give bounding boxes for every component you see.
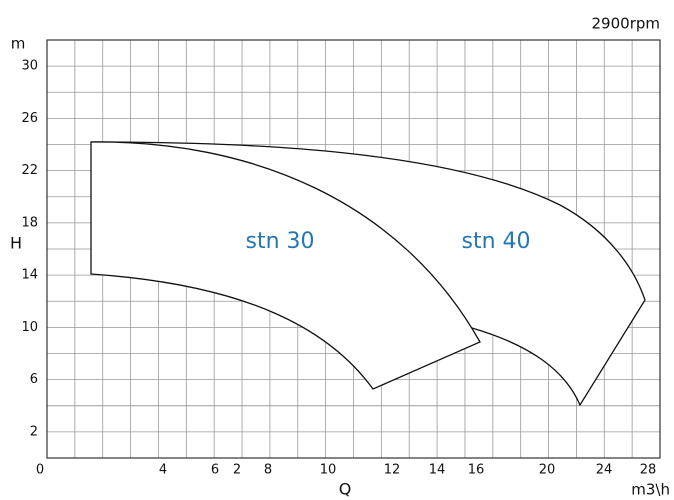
x-tick-label: 20: [539, 463, 556, 478]
y-tick-label: 2: [30, 424, 38, 439]
series-label: stn 30: [245, 229, 314, 254]
y-unit: m: [11, 35, 26, 53]
y-axis-label: H: [10, 234, 22, 253]
x-tick-label: 28: [640, 463, 657, 478]
x-tick-label: 4: [159, 463, 167, 478]
speed-label: 2900rpm: [592, 15, 660, 33]
x-tick-label: 10: [320, 463, 337, 478]
x-unit: m3\h: [631, 481, 670, 499]
y-tick-label: 10: [21, 320, 38, 335]
x-tick-label: 16: [468, 463, 485, 478]
y-tick-label: 26: [21, 111, 38, 126]
y-tick-label: 14: [21, 268, 38, 283]
y-tick-label: 18: [21, 215, 38, 230]
x-tick-label: 6: [211, 463, 219, 478]
y-tick-label: 22: [21, 163, 38, 178]
plot-frame: [46, 39, 661, 459]
x-tick-label: 24: [596, 463, 613, 478]
x-tick-label: 12: [384, 463, 401, 478]
x-tick-label: 0: [36, 463, 44, 478]
stn-30-region: [90, 141, 481, 390]
y-tick-label: 6: [30, 372, 38, 387]
x-tick-label: 8: [264, 463, 272, 478]
y-tick-label: 30: [21, 59, 38, 74]
x-axis-label: Q: [339, 480, 352, 499]
x-tick-label: 2: [233, 463, 241, 478]
x-tick-label: 14: [429, 463, 446, 478]
series-label: stn 40: [461, 229, 530, 254]
